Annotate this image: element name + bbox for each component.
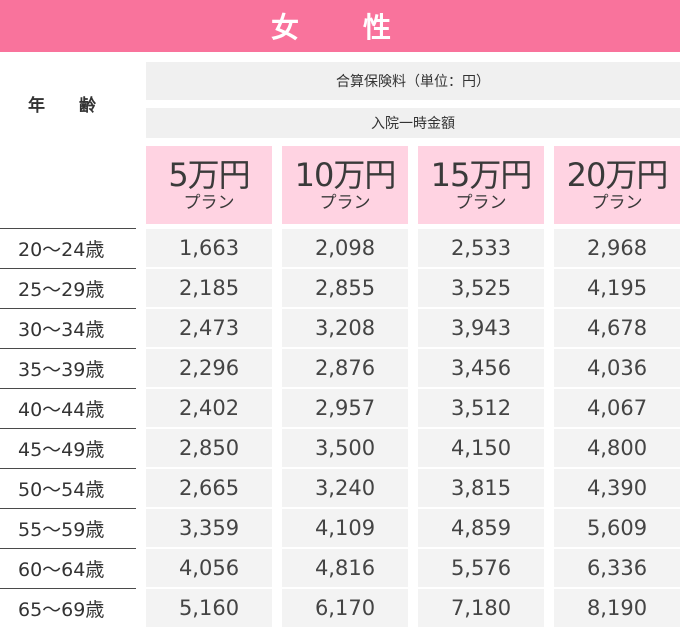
table-row: 35〜39歳 2,296 2,876 3,456 4,036 bbox=[0, 348, 680, 388]
plan-sub: プラン bbox=[455, 193, 507, 213]
premium-cell: 2,665 bbox=[146, 468, 272, 507]
premium-cell: 2,968 bbox=[554, 228, 680, 267]
premium-cell: 2,402 bbox=[146, 388, 272, 427]
table-row: 50〜54歳 2,665 3,240 3,815 4,390 bbox=[0, 468, 680, 508]
page-title: 女 性 bbox=[0, 0, 680, 52]
benefit-label: 入院一時金額 bbox=[146, 108, 680, 138]
premium-cell: 2,473 bbox=[146, 308, 272, 347]
premium-cell: 4,859 bbox=[418, 508, 544, 547]
premium-cell: 4,816 bbox=[282, 548, 408, 587]
age-column-header: 年 齢 bbox=[28, 95, 110, 116]
age-range: 25〜29歳 bbox=[0, 268, 136, 307]
premium-cell: 2,855 bbox=[282, 268, 408, 307]
table-row: 55〜59歳 3,359 4,109 4,859 5,609 bbox=[0, 508, 680, 548]
premium-cell: 3,815 bbox=[418, 468, 544, 507]
premium-cell: 4,150 bbox=[418, 428, 544, 467]
premium-cell: 3,525 bbox=[418, 268, 544, 307]
plan-amount: 10万円 bbox=[294, 156, 397, 194]
premium-cell: 2,850 bbox=[146, 428, 272, 467]
plan-sub: プラン bbox=[183, 193, 235, 213]
premium-cell: 2,957 bbox=[282, 388, 408, 427]
premium-cell: 4,109 bbox=[282, 508, 408, 547]
premium-cell: 8,190 bbox=[554, 588, 680, 627]
premium-cell: 4,195 bbox=[554, 268, 680, 307]
premium-cell: 5,576 bbox=[418, 548, 544, 587]
premium-cell: 3,500 bbox=[282, 428, 408, 467]
age-range: 40〜44歳 bbox=[0, 388, 136, 427]
premium-cell: 1,663 bbox=[146, 228, 272, 267]
age-range: 20〜24歳 bbox=[0, 228, 136, 267]
premium-cell: 2,533 bbox=[418, 228, 544, 267]
premium-cell: 2,296 bbox=[146, 348, 272, 387]
premium-cell: 3,359 bbox=[146, 508, 272, 547]
premium-cell: 6,170 bbox=[282, 588, 408, 627]
premium-cell: 6,336 bbox=[554, 548, 680, 587]
age-range: 45〜49歳 bbox=[0, 428, 136, 467]
premium-cell: 4,678 bbox=[554, 308, 680, 347]
table-row: 25〜29歳 2,185 2,855 3,525 4,195 bbox=[0, 268, 680, 308]
table-row: 65〜69歳 5,160 6,170 7,180 8,190 bbox=[0, 588, 680, 628]
premium-cell: 5,160 bbox=[146, 588, 272, 627]
age-range: 55〜59歳 bbox=[0, 508, 136, 547]
age-range: 30〜34歳 bbox=[0, 308, 136, 347]
premium-cell: 3,943 bbox=[418, 308, 544, 347]
premium-cell: 4,800 bbox=[554, 428, 680, 467]
plan-amount: 20万円 bbox=[566, 156, 669, 194]
table-row: 45〜49歳 2,850 3,500 4,150 4,800 bbox=[0, 428, 680, 468]
plan-header-10man: 10万円 プラン bbox=[282, 146, 408, 224]
premium-cell: 5,609 bbox=[554, 508, 680, 547]
plan-amount: 5万円 bbox=[168, 156, 250, 194]
premium-cell: 4,067 bbox=[554, 388, 680, 427]
premium-cell: 3,240 bbox=[282, 468, 408, 507]
table-row: 30〜34歳 2,473 3,208 3,943 4,678 bbox=[0, 308, 680, 348]
plan-header-5man: 5万円 プラン bbox=[146, 146, 272, 224]
premium-cell: 3,456 bbox=[418, 348, 544, 387]
table-row: 20〜24歳 1,663 2,098 2,533 2,968 bbox=[0, 228, 680, 268]
plan-sub: プラン bbox=[319, 193, 371, 213]
plan-header-20man: 20万円 プラン bbox=[554, 146, 680, 224]
premium-cell: 2,185 bbox=[146, 268, 272, 307]
table-row: 40〜44歳 2,402 2,957 3,512 4,067 bbox=[0, 388, 680, 428]
premium-cell: 7,180 bbox=[418, 588, 544, 627]
age-range: 65〜69歳 bbox=[0, 588, 136, 627]
premium-cell: 4,056 bbox=[146, 548, 272, 587]
plan-amount: 15万円 bbox=[430, 156, 533, 194]
premium-cell: 3,208 bbox=[282, 308, 408, 347]
age-range: 60〜64歳 bbox=[0, 548, 136, 587]
plan-header-15man: 15万円 プラン bbox=[418, 146, 544, 224]
age-range: 50〜54歳 bbox=[0, 468, 136, 507]
age-range: 35〜39歳 bbox=[0, 348, 136, 387]
premium-cell: 2,098 bbox=[282, 228, 408, 267]
premium-unit-label: 合算保険料（単位：円） bbox=[146, 62, 680, 100]
table-row: 60〜64歳 4,056 4,816 5,576 6,336 bbox=[0, 548, 680, 588]
premium-cell: 3,512 bbox=[418, 388, 544, 427]
premium-cell: 4,390 bbox=[554, 468, 680, 507]
premium-cell: 2,876 bbox=[282, 348, 408, 387]
premium-cell: 4,036 bbox=[554, 348, 680, 387]
plan-sub: プラン bbox=[591, 193, 643, 213]
